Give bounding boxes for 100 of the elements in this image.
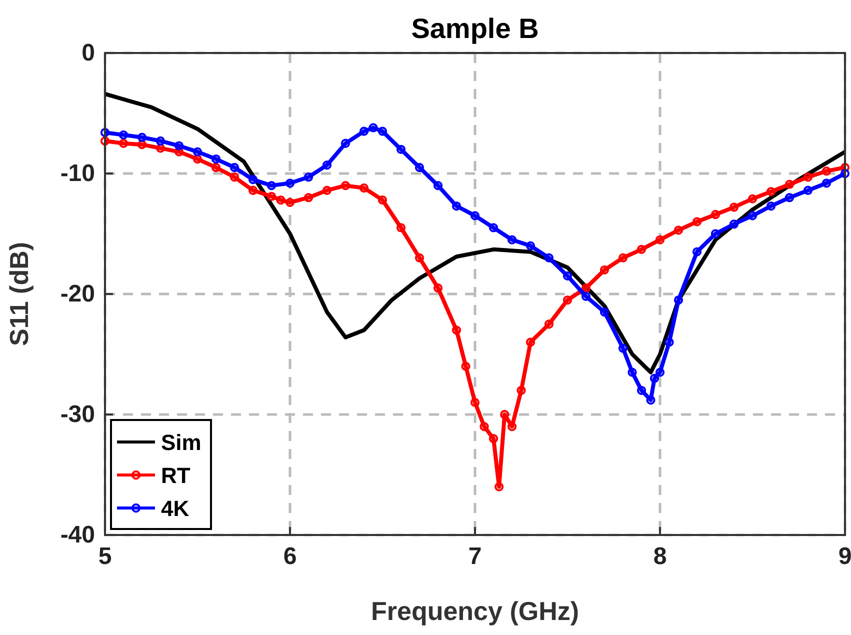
- point: [628, 368, 637, 377]
- chart-title: Sample B: [411, 13, 539, 44]
- point: [340, 138, 350, 148]
- point: [516, 386, 526, 395]
- point: [729, 220, 739, 229]
- y-tick-label: -30: [60, 401, 95, 428]
- point: [655, 368, 665, 377]
- point: [100, 128, 110, 138]
- point: [304, 172, 314, 182]
- point: [304, 193, 314, 202]
- point: [674, 295, 684, 305]
- point: [359, 183, 369, 193]
- point: [470, 211, 480, 220]
- point: [692, 217, 702, 226]
- x-tick-label: 7: [468, 543, 482, 570]
- point: [655, 235, 665, 244]
- point: [230, 162, 240, 172]
- point: [118, 138, 128, 148]
- point: [710, 210, 720, 220]
- point: [285, 178, 295, 188]
- point: [378, 195, 388, 205]
- x-tick-label: 8: [653, 543, 667, 570]
- point: [636, 386, 646, 395]
- x-axis-title: Frequency (GHz): [370, 596, 580, 626]
- y-tick-label: 0: [82, 40, 95, 67]
- point: [156, 136, 166, 146]
- point: [396, 144, 406, 154]
- point: [174, 147, 184, 156]
- point: [488, 434, 498, 444]
- point: [248, 186, 258, 195]
- point: [803, 186, 813, 195]
- point: [692, 247, 702, 256]
- point: [211, 154, 221, 164]
- point: [211, 162, 221, 172]
- point: [285, 198, 295, 207]
- y-tick-label: -10: [60, 160, 95, 188]
- point: [156, 144, 166, 153]
- point: [488, 223, 498, 232]
- point: [544, 320, 554, 329]
- point: [526, 338, 536, 347]
- point: [414, 253, 424, 262]
- point: [276, 195, 286, 205]
- point: [378, 126, 388, 136]
- point: [840, 168, 850, 178]
- point: [433, 283, 443, 293]
- point: [192, 154, 202, 164]
- point: [618, 344, 628, 353]
- point: [618, 253, 628, 262]
- legend-label: RT: [161, 463, 191, 488]
- point: [748, 211, 758, 220]
- point: [600, 265, 610, 274]
- legend-label: Sim: [161, 430, 202, 455]
- point: [414, 162, 424, 172]
- point: [137, 140, 147, 150]
- point: [322, 160, 332, 170]
- point: [461, 362, 470, 371]
- y-tick-label: -40: [60, 522, 95, 549]
- point: [562, 295, 572, 305]
- point: [359, 126, 369, 136]
- point: [650, 374, 660, 383]
- point: [674, 226, 684, 235]
- x-tick-label: 5: [98, 543, 112, 570]
- point: [507, 422, 517, 432]
- point: [192, 147, 202, 156]
- point: [766, 201, 776, 211]
- point: [452, 201, 462, 211]
- y-axis-title: S11 (dB): [4, 242, 34, 346]
- point: [562, 271, 572, 280]
- point: [174, 141, 184, 150]
- point: [840, 162, 850, 172]
- point: [581, 292, 591, 301]
- point: [480, 422, 489, 432]
- point: [710, 229, 720, 238]
- point: [664, 338, 674, 347]
- point: [266, 192, 276, 201]
- point: [766, 187, 776, 196]
- point: [784, 180, 794, 189]
- y-tick-label: -20: [60, 280, 95, 308]
- point: [526, 241, 536, 250]
- x-tick-label: 6: [283, 543, 297, 570]
- point: [600, 308, 610, 317]
- point: [266, 180, 276, 190]
- point: [322, 186, 332, 195]
- point: [784, 193, 794, 202]
- point: [396, 223, 406, 232]
- point: [500, 410, 510, 420]
- point: [729, 202, 739, 212]
- legend-label: 4K: [161, 496, 190, 521]
- point: [544, 253, 554, 262]
- point: [494, 482, 504, 492]
- point: [822, 166, 832, 176]
- point: [748, 194, 758, 204]
- point: [581, 283, 591, 293]
- point: [118, 130, 128, 140]
- point: [433, 180, 443, 190]
- point: [368, 123, 378, 132]
- point: [230, 172, 240, 182]
- point: [507, 235, 517, 244]
- point: [822, 178, 832, 188]
- point: [248, 174, 258, 184]
